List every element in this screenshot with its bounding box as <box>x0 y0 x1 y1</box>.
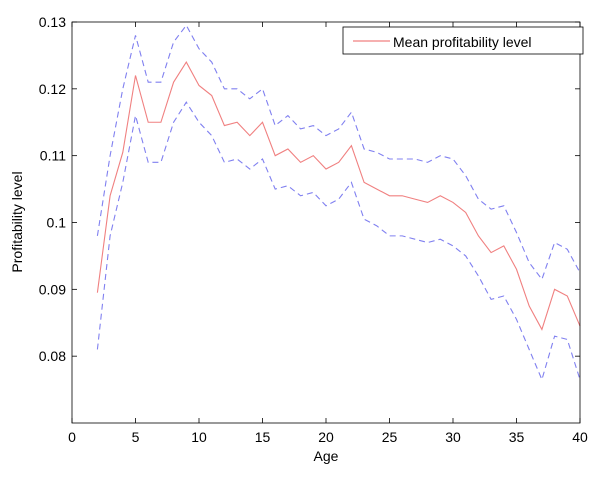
x-tick-label: 30 <box>445 429 461 445</box>
y-tick-label: 0.13 <box>39 14 66 30</box>
x-tick-label: 5 <box>132 429 140 445</box>
x-tick-label: 35 <box>509 429 525 445</box>
y-tick-label: 0.08 <box>39 348 66 364</box>
x-axis-label: Age <box>314 448 339 464</box>
x-tick-label: 40 <box>572 429 588 445</box>
y-tick-label: 0.12 <box>39 81 66 97</box>
x-tick-label: 10 <box>191 429 207 445</box>
x-tick-label: 0 <box>68 429 76 445</box>
y-axis-label: Profitability level <box>9 171 25 272</box>
x-tick-label: 25 <box>382 429 398 445</box>
x-tick-label: 15 <box>255 429 271 445</box>
series-upper-band-line <box>96 24 581 281</box>
y-tick-label: 0.11 <box>40 148 66 164</box>
x-tick-label: 20 <box>318 429 334 445</box>
y-tick-label: 0.1 <box>47 215 67 231</box>
legend: Mean profitability level <box>342 26 584 55</box>
series-lower-band-line <box>96 101 581 382</box>
series-mean-line <box>96 61 581 331</box>
y-tick-label: 0.09 <box>39 281 66 297</box>
plot-area: 0 5 10 15 20 25 30 35 40 0.08 0.09 0.1 0.11 0.12 0.13 <box>39 14 588 445</box>
legend-label: Mean profitability level <box>393 34 532 50</box>
